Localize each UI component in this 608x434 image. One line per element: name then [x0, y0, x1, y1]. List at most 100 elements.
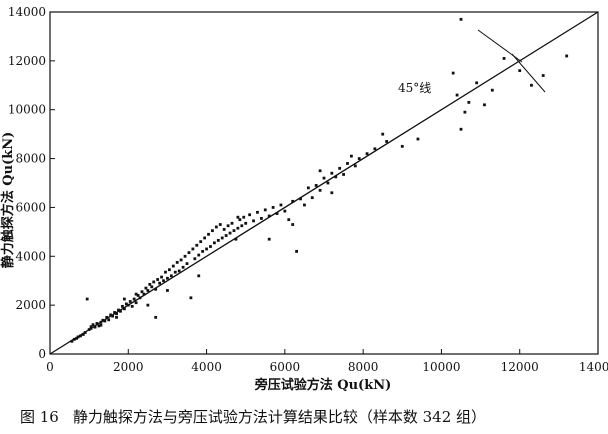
data-point [175, 260, 179, 264]
data-point [89, 325, 93, 329]
data-point [197, 274, 201, 278]
data-point [75, 336, 79, 340]
x-axis-title: 旁压试验方法 Qu(kN) [254, 377, 392, 393]
data-point [142, 292, 146, 296]
data-point [252, 219, 255, 223]
data-point [467, 100, 471, 104]
data-point [291, 199, 295, 203]
data-point [259, 217, 263, 220]
data-point [263, 208, 267, 212]
x-tick-label: 10000 [422, 360, 460, 374]
data-point [91, 323, 95, 327]
data-point [400, 144, 404, 148]
data-point [330, 191, 334, 195]
data-point [113, 311, 116, 314]
data-point [214, 225, 218, 229]
data-point [209, 245, 212, 248]
data-point [275, 212, 279, 215]
data-point [87, 328, 91, 331]
data-point [299, 197, 302, 201]
data-point [203, 236, 207, 240]
data-point [541, 74, 545, 77]
data-point [207, 232, 210, 236]
data-point [126, 303, 130, 307]
data-point [242, 215, 246, 219]
data-point [187, 251, 191, 255]
data-point [121, 304, 124, 308]
data-point [205, 247, 208, 251]
data-point [115, 315, 118, 319]
data-point [177, 269, 181, 273]
data-point [134, 292, 138, 296]
data-point [81, 333, 85, 336]
data-point [310, 196, 314, 200]
data-point [346, 162, 349, 165]
data-point [99, 320, 103, 324]
data-point [99, 323, 103, 327]
data-point [291, 223, 295, 226]
figure-caption: 图 16 静力触探方法与旁压试验方法计算结果比较（样本数 342 组） [0, 404, 608, 430]
data-point [279, 203, 283, 207]
data-point [216, 239, 220, 242]
data-point [373, 147, 377, 151]
data-point [303, 203, 306, 207]
data-point [191, 247, 195, 251]
data-point [459, 127, 463, 131]
y-tick-label: 14000 [8, 5, 46, 19]
data-point [130, 304, 134, 308]
x-tick-label: 8000 [348, 360, 379, 374]
data-point [342, 173, 345, 176]
data-point [565, 54, 569, 58]
data-point [283, 209, 287, 213]
data-point [111, 314, 115, 318]
data-point [134, 301, 138, 305]
data-point [338, 166, 342, 170]
data-point [230, 221, 234, 225]
data-point [167, 268, 171, 272]
data-point [166, 289, 169, 292]
data-point [530, 83, 533, 87]
data-points [70, 17, 569, 343]
data-point [385, 140, 389, 143]
data-point [248, 213, 252, 217]
data-point [220, 236, 224, 240]
data-point [117, 308, 120, 312]
data-point [97, 324, 101, 328]
y-tick-label: 4000 [15, 249, 46, 263]
data-point [322, 176, 326, 180]
data-point [365, 152, 369, 156]
data-point [146, 303, 150, 307]
data-point [115, 312, 118, 316]
x-tick-label: 2000 [113, 360, 144, 374]
reference-line-label: 45°线 [398, 81, 431, 95]
data-point [199, 240, 203, 244]
data-point [267, 214, 271, 218]
data-point [72, 337, 76, 341]
data-point [70, 339, 74, 343]
data-point [185, 262, 189, 266]
data-point [152, 280, 156, 284]
data-point [193, 257, 197, 261]
data-point [76, 335, 80, 339]
data-point [326, 181, 330, 185]
scatter-chart: 0 2000 4000 6000 8000 10000 12000 14000 0 2000 40… [0, 5, 608, 393]
y-tick-label: 2000 [15, 298, 46, 312]
x-axis-ticks: 0 2000 4000 6000 8000 10000 12000 14000 [46, 349, 608, 374]
data-point [128, 300, 132, 303]
data-point [459, 17, 463, 21]
data-point [518, 69, 522, 73]
data-point [238, 218, 242, 222]
x-tick-label: 0 [46, 360, 54, 374]
y-tick-label: 8000 [15, 152, 46, 166]
data-point [306, 186, 310, 190]
data-point [132, 297, 136, 301]
data-point [244, 221, 248, 225]
data-point [211, 229, 214, 233]
data-point [173, 270, 177, 274]
data-point [232, 229, 236, 233]
data-point [183, 254, 187, 258]
data-point [295, 250, 298, 253]
data-point [224, 234, 228, 237]
data-point [148, 282, 152, 286]
x-tick-label: 6000 [270, 360, 301, 374]
